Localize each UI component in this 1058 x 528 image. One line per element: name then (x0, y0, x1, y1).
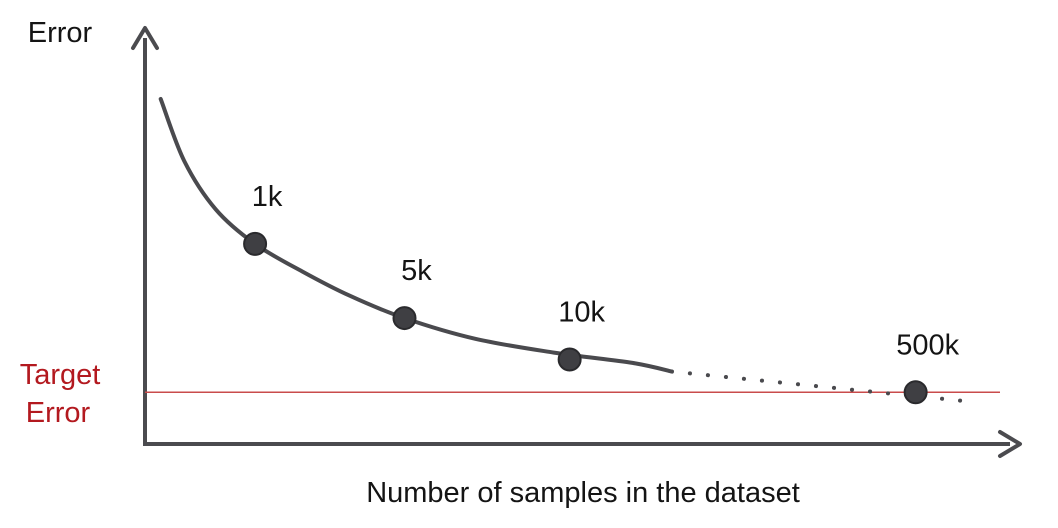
point-label-500k: 500k (896, 329, 959, 361)
x-axis-label: Number of samples in the dataset (366, 477, 800, 509)
marked-point-5k (392, 306, 417, 331)
y-axis-label: Error (28, 17, 93, 49)
marked-point-10k (557, 347, 582, 372)
x-axis-arrow (998, 430, 1022, 458)
target-error-label-line2: Error (26, 397, 91, 429)
point-label-1k: 1k (252, 181, 283, 213)
error-curve-extrapolation (669, 369, 965, 403)
axes (131, 26, 1022, 458)
marked-points: 1k 5k 10k 500k (243, 181, 960, 405)
target-error-label-line1: Target (20, 359, 101, 391)
point-label-10k: 10k (558, 296, 605, 328)
y-axis-arrow (131, 26, 159, 50)
error-curve (158, 97, 674, 374)
marked-point-1k (243, 231, 268, 256)
marked-point-500k (903, 380, 928, 405)
point-label-5k: 5k (401, 255, 432, 287)
